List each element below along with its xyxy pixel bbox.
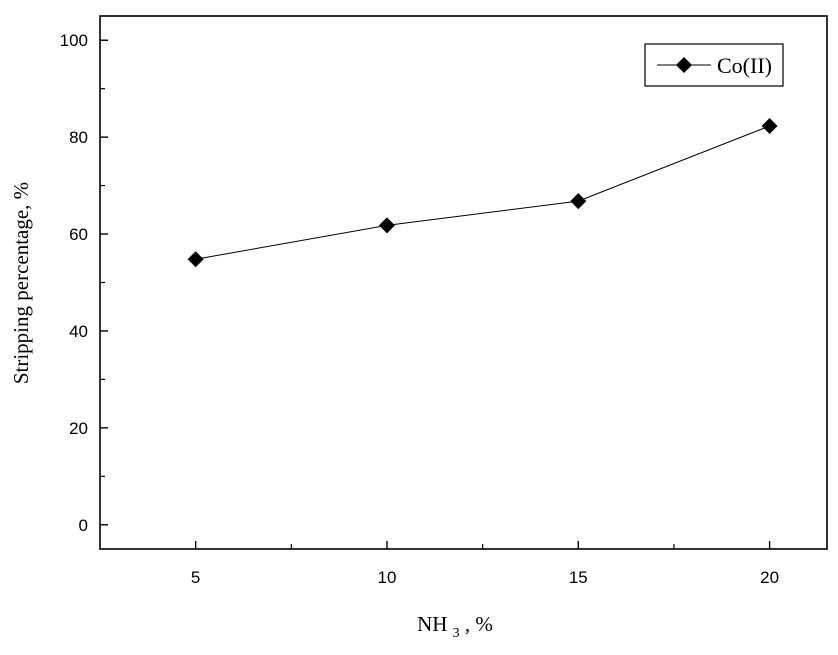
legend-label-co-ii: Co(II) [717,53,772,78]
x-tick-label: 10 [378,568,397,587]
y-tick-label: 60 [69,225,88,244]
y-tick-label: 100 [60,31,88,50]
plot-frame [99,15,828,550]
x-axis-label-suffix: , % [465,612,493,636]
y-tick-label: 0 [79,516,88,535]
series-layer [187,117,778,268]
legend-diamond-marker [676,57,692,73]
data-point-marker [570,193,587,210]
x-tick-label: 15 [569,568,588,587]
series-line-co-ii [195,125,770,260]
x-axis-label: NH 3 , % [417,612,493,642]
y-axis-ticks: 0 20 40 60 80 100 [60,31,108,535]
y-tick-label: 20 [69,419,88,438]
x-tick-label: 5 [191,568,200,587]
x-axis-label-main: NH [417,612,447,636]
y-tick-label: 80 [69,128,88,147]
x-axis-label-subscript: 3 [453,626,460,641]
data-point-marker [761,117,778,134]
data-point-marker [187,251,204,268]
data-point-marker [378,217,395,234]
y-axis-label: Stripping percentage, % [9,182,33,384]
x-axis-ticks: 5 10 15 20 [191,541,779,587]
x-tick-label: 20 [760,568,779,587]
legend: Co(II) [644,43,784,87]
y-tick-label: 40 [69,322,88,341]
